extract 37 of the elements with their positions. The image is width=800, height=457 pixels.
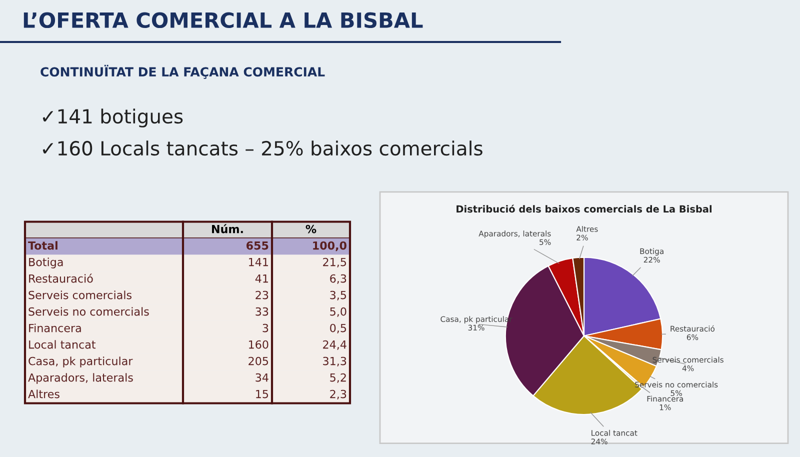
text: ✓141 botigues <box>42 108 183 128</box>
text: % <box>306 224 316 234</box>
text: 21,5 <box>323 258 346 268</box>
text: Botiga <box>29 258 63 268</box>
text: Local tancat <box>29 340 96 349</box>
text: 655 <box>246 241 268 250</box>
text: 41 <box>255 274 268 283</box>
text: Financera <box>29 324 81 332</box>
text: 6,3 <box>330 274 346 284</box>
text: 5,2 <box>330 373 346 383</box>
text: Restauració <box>29 274 93 283</box>
text: Total <box>28 241 58 250</box>
text: 205 <box>248 356 268 366</box>
text: 141 <box>249 258 268 266</box>
text: 23 <box>256 290 268 300</box>
text: Casa, pk particular <box>28 356 133 368</box>
chart-title: Distribució dels baixos comercials de La Bisbal <box>456 204 712 213</box>
text: 100,0 <box>313 241 346 252</box>
text: 5,0 <box>330 307 346 317</box>
text: 3 <box>262 324 268 332</box>
text: ✓160 Locals tancats – 25% baixos comercials <box>42 140 482 156</box>
text: CONTINUÏTAT DE LA FAÇANA COMERCIAL <box>40 64 325 79</box>
text: Núm. <box>212 224 243 234</box>
text: 0,5 <box>330 324 346 334</box>
text: 160 <box>249 340 268 349</box>
text: 2,3 <box>330 390 346 400</box>
text: 24,4 <box>323 340 346 350</box>
text: 34 <box>256 373 268 382</box>
text: Serveis no comercials <box>28 307 149 316</box>
text: Aparadors, laterals <box>28 373 133 384</box>
text: 3,5 <box>330 290 346 300</box>
text: L’OFERTA COMERCIAL A LA BISBAL <box>24 12 423 28</box>
text: 15 <box>256 390 268 398</box>
text: Altres <box>28 390 60 398</box>
text: Serveis comercials <box>28 290 132 300</box>
text: 31,3 <box>323 356 346 366</box>
text: 33 <box>256 307 268 316</box>
